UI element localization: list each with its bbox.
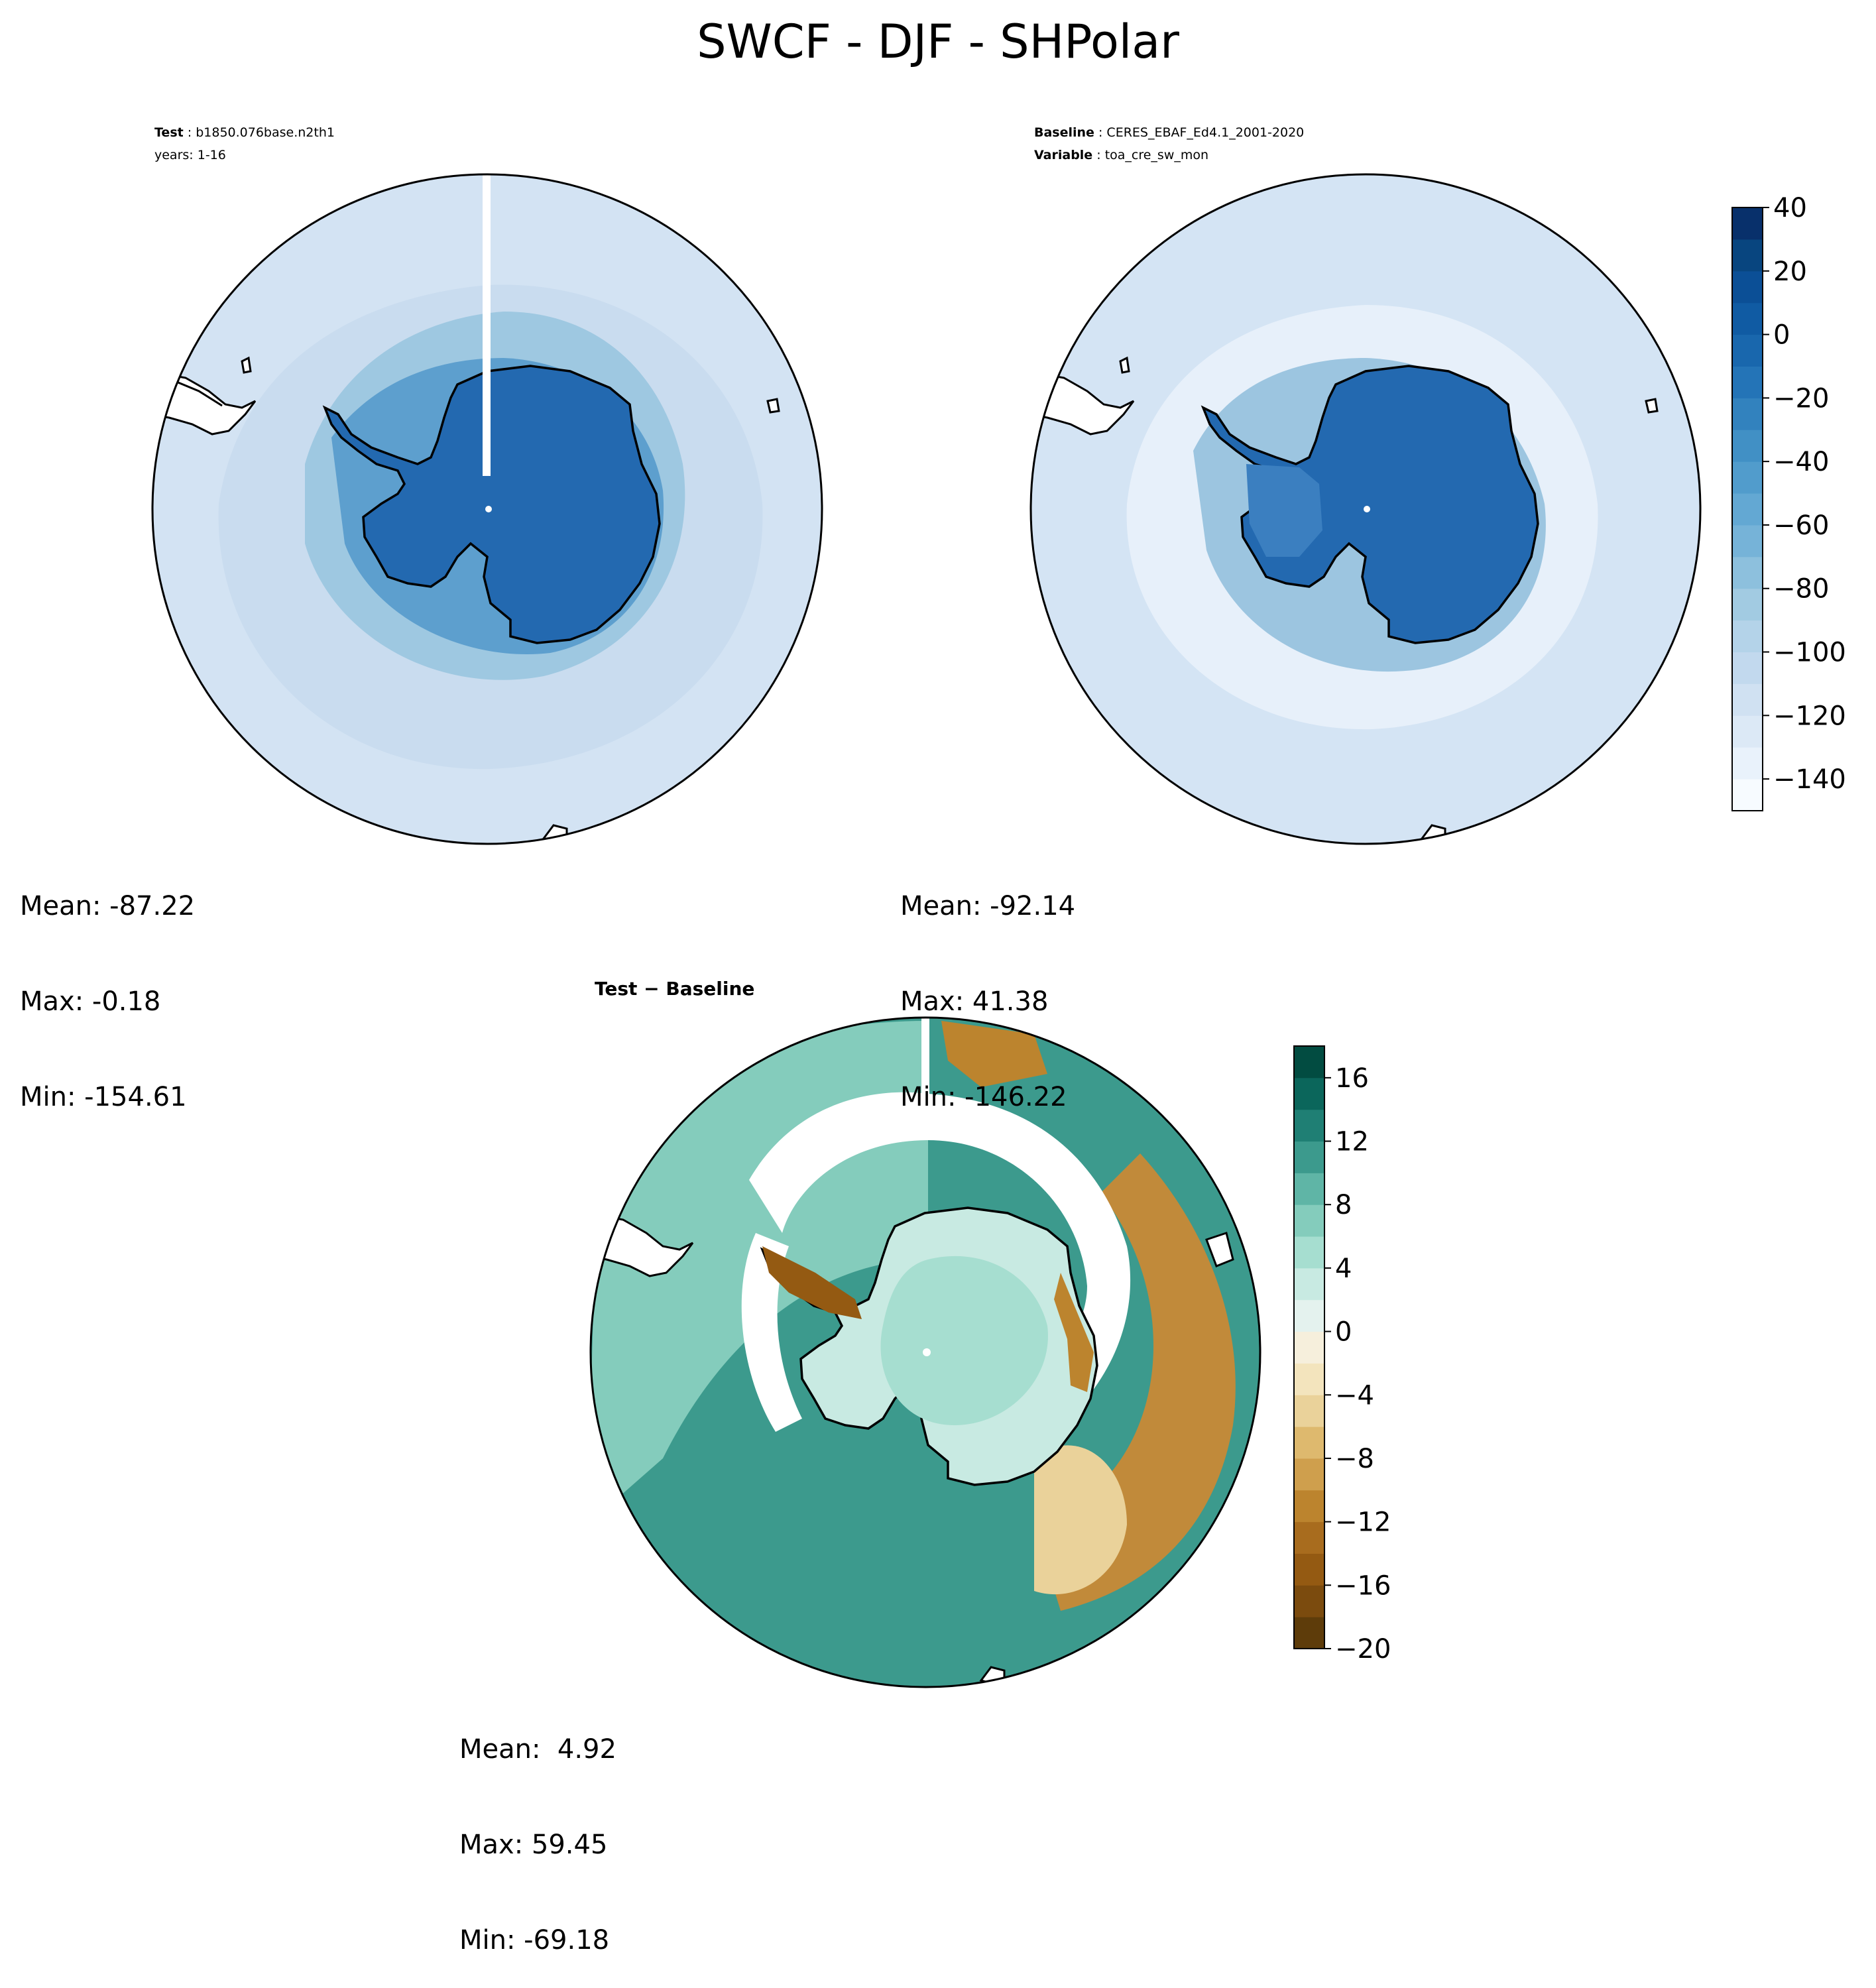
baseline-colorbar-segment xyxy=(1732,398,1763,430)
baseline-stat-min: Min: -146.22 xyxy=(900,1081,1075,1113)
baseline-colorbar-segment xyxy=(1732,525,1763,557)
baseline-stats: Mean: -92.14 Max: 41.38 Min: -146.22 xyxy=(900,827,1075,1145)
diff-colorbar-segment xyxy=(1294,1617,1324,1649)
diff-colorbar-segment xyxy=(1294,1078,1324,1110)
baseline-colorbar-tick-label: −20 xyxy=(1773,383,1829,414)
diff-colorbar-tick-label: 4 xyxy=(1335,1254,1352,1284)
test-missing-strip xyxy=(483,171,491,476)
baseline-colorbar-segment xyxy=(1732,557,1763,589)
diff-colorbar-tick-label: −4 xyxy=(1335,1380,1374,1411)
diff-colorbar-tick-label: 0 xyxy=(1335,1317,1352,1348)
baseline-colorbar-segment xyxy=(1732,271,1763,303)
test-island-east xyxy=(768,399,779,412)
diff-colorbar-segment xyxy=(1294,1458,1324,1490)
diff-colorbar-tick-label: −16 xyxy=(1335,1570,1391,1601)
baseline-colorbar-tick-label: −120 xyxy=(1773,701,1846,731)
diff-colorbar-tick-label: 8 xyxy=(1335,1190,1352,1220)
baseline-colorbar-tick-label: −80 xyxy=(1773,574,1829,605)
test-stat-max: Max: -0.18 xyxy=(20,986,195,1018)
test-stats: Mean: -87.22 Max: -0.18 Min: -154.61 xyxy=(20,827,195,1145)
baseline-colorbar-segment xyxy=(1732,430,1763,461)
diff-colorbar-segment xyxy=(1294,1332,1324,1364)
diff-stat-mean: Mean: 4.92 xyxy=(459,1733,616,1765)
baseline-colorbar-tick-label: −40 xyxy=(1773,447,1829,477)
baseline-colorbar: 40 20 0 −20 −40 −60 −80 −100 −120 −140 xyxy=(1732,193,1846,811)
test-stat-min: Min: -154.61 xyxy=(20,1081,195,1113)
diff-colorbar-segment xyxy=(1294,1046,1324,1078)
baseline-colorbar-segment xyxy=(1732,652,1763,684)
diff-stats: Mean: 4.92 Max: 59.45 Min: -69.18 xyxy=(459,1670,616,1988)
diff-colorbar-tick-label: −20 xyxy=(1335,1634,1391,1665)
baseline-colorbar-segment xyxy=(1732,715,1763,747)
test-pole-dot xyxy=(485,506,492,512)
baseline-colorbar-segment xyxy=(1732,461,1763,493)
diff-colorbar-segment xyxy=(1294,1236,1324,1268)
baseline-colorbar-tick-label: 40 xyxy=(1773,193,1807,223)
baseline-colorbar-segment xyxy=(1732,620,1763,652)
diff-colorbar-segment xyxy=(1294,1553,1324,1585)
diff-colorbar-segment xyxy=(1294,1300,1324,1332)
diff-colorbar-tick-label: 16 xyxy=(1335,1063,1369,1094)
baseline-pole-dot xyxy=(1364,506,1370,512)
diff-colorbar-segment xyxy=(1294,1427,1324,1458)
baseline-colorbar-segment xyxy=(1732,335,1763,367)
baseline-colorbar-segment xyxy=(1732,779,1763,811)
baseline-colorbar-tick-label: 0 xyxy=(1773,320,1790,351)
baseline-colorbar-tick-label: −60 xyxy=(1773,510,1829,541)
test-island-west xyxy=(242,358,251,373)
baseline-colorbar-segment xyxy=(1732,747,1763,779)
diff-colorbar-segment xyxy=(1294,1585,1324,1617)
baseline-island-east xyxy=(1646,399,1657,412)
diff-colorbar-segment xyxy=(1294,1173,1324,1204)
test-stat-mean: Mean: -87.22 xyxy=(20,890,195,922)
diff-colorbar-segment xyxy=(1294,1490,1324,1522)
diff-colorbar-segment xyxy=(1294,1110,1324,1141)
baseline-colorbar-segment xyxy=(1732,303,1763,335)
diff-colorbar-segment xyxy=(1294,1363,1324,1395)
diff-stat-min: Min: -69.18 xyxy=(459,1924,616,1956)
baseline-colorbar-segment xyxy=(1732,207,1763,239)
diff-colorbar-segment xyxy=(1294,1395,1324,1427)
diff-colorbar-segment xyxy=(1294,1522,1324,1554)
diff-colorbar-tick-label: −12 xyxy=(1335,1507,1391,1538)
baseline-stat-max: Max: 41.38 xyxy=(900,986,1075,1018)
baseline-colorbar-segment xyxy=(1732,589,1763,620)
baseline-colorbar-segment xyxy=(1732,493,1763,525)
baseline-map xyxy=(1027,171,1704,847)
diff-stat-max: Max: 59.45 xyxy=(459,1829,616,1861)
baseline-colorbar-segment xyxy=(1732,366,1763,398)
test-map xyxy=(149,171,825,847)
diff-pole-dot xyxy=(923,1348,931,1356)
baseline-stat-mean: Mean: -92.14 xyxy=(900,890,1075,922)
baseline-colorbar-segment xyxy=(1732,239,1763,271)
baseline-colorbar-tick-label: 20 xyxy=(1773,257,1807,287)
baseline-colorbar-tick-label: −100 xyxy=(1773,638,1846,668)
baseline-colorbar-tick-label: −140 xyxy=(1773,764,1846,795)
baseline-colorbar-segment xyxy=(1732,683,1763,715)
diff-colorbar: 16 12 8 4 0 −4 −8 −12 −16 −20 xyxy=(1294,1046,1391,1665)
baseline-island-west xyxy=(1120,358,1129,373)
diff-colorbar-tick-label: −8 xyxy=(1335,1444,1374,1474)
diff-colorbar-segment xyxy=(1294,1141,1324,1173)
diff-colorbar-tick-label: 12 xyxy=(1335,1127,1369,1157)
diff-colorbar-segment xyxy=(1294,1268,1324,1300)
diff-colorbar-segment xyxy=(1294,1204,1324,1236)
